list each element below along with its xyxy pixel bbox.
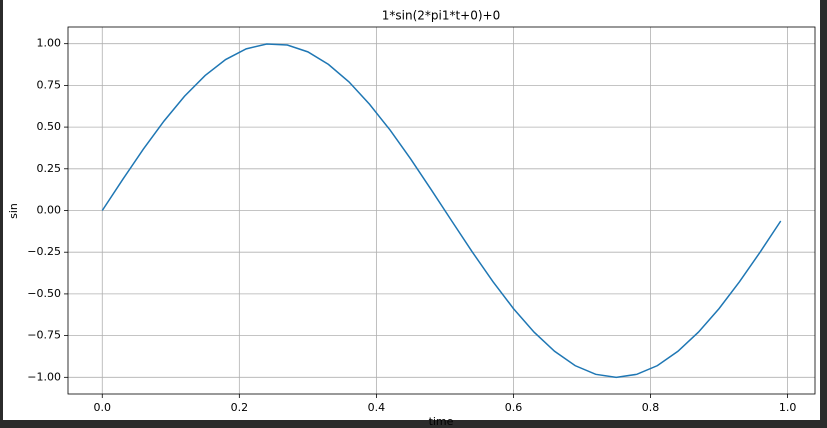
x-tick-label: 0.6: [505, 401, 523, 414]
y-tick-label: −0.25: [27, 245, 61, 258]
x-tick-label: 1.0: [779, 401, 797, 414]
x-tick-label: 0.4: [368, 401, 386, 414]
line-series: [101, 43, 782, 379]
y-tick-label: 0.50: [37, 120, 62, 133]
plot-frame: [67, 26, 816, 395]
y-tick-label: 0.00: [37, 204, 62, 217]
figure-background: [3, 0, 820, 420]
x-tick-label: 0.8: [642, 401, 660, 414]
y-axis-label: sin: [7, 203, 20, 219]
x-tick-label: 0.0: [94, 401, 112, 414]
y-tick-label: −0.75: [27, 329, 61, 342]
x-axis-label: time: [429, 415, 454, 428]
x-tick-label: 0.2: [231, 401, 249, 414]
y-tick-label: −1.00: [27, 370, 61, 383]
y-tick-label: 0.25: [37, 162, 62, 175]
y-tick-label: 0.75: [37, 78, 62, 91]
y-tick-label: 1.00: [37, 37, 62, 50]
chart-title: 1*sin(2*pi1*t+0)+0: [382, 9, 501, 23]
y-tick-label: −0.50: [27, 287, 61, 300]
